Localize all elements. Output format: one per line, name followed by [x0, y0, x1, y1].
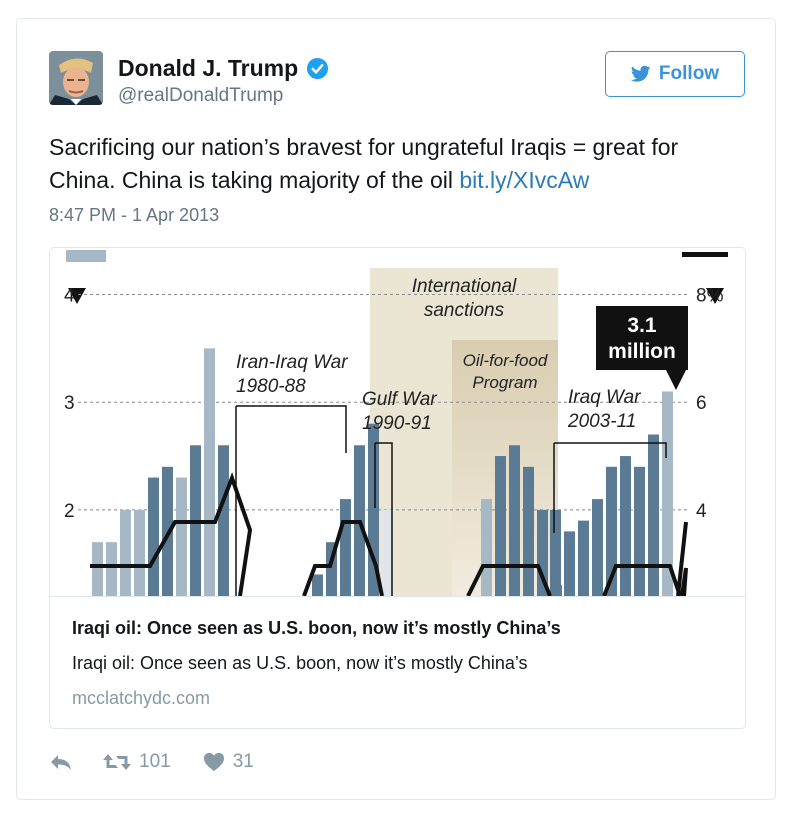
bar: [204, 348, 215, 596]
reply-icon: [51, 755, 71, 770]
iran-iraq-label-2: 1980-88: [236, 376, 306, 397]
bar: [368, 423, 379, 596]
bar: [495, 456, 506, 596]
card-domain[interactable]: mcclatchydc.com: [72, 688, 211, 708]
oil-for-food-label-2: Program: [472, 373, 537, 392]
tweet-link[interactable]: bit.ly/XIvcAw: [459, 167, 590, 193]
bracket-iraq-war: [553, 442, 667, 533]
top-left-mark: [66, 250, 106, 262]
bar: [634, 466, 645, 596]
bar: [592, 499, 603, 596]
tweet-card: Donald J. Trump @realDonaldTrump Follow …: [16, 18, 776, 800]
left-tick-label: 4: [64, 286, 75, 307]
share-line-1: [90, 472, 253, 596]
author-name-text[interactable]: Donald J. Trump: [118, 55, 299, 81]
callout-pointer: [666, 370, 686, 390]
tweet-actions: 101 31: [49, 751, 254, 773]
retweet-icon: [103, 754, 131, 770]
iran-iraq-label-1: Iran-Iraq War: [236, 352, 348, 373]
right-tick-label: 4: [696, 501, 707, 522]
tweet-text: Sacrificing our nation’s bravest for ung…: [49, 131, 749, 197]
verified-icon: [307, 57, 329, 80]
callout-value: 3.1: [627, 314, 657, 337]
gulf-war-label-1: Gulf War: [362, 389, 437, 410]
bar: [120, 509, 131, 596]
iraq-war-label-2: 2003-11: [567, 411, 636, 432]
bar: [481, 499, 492, 596]
left-tick-label: 2: [64, 501, 75, 522]
oil-for-food-label-1: Oil-for-food: [463, 351, 548, 370]
bar: [620, 456, 631, 596]
like-count: 31: [232, 751, 254, 772]
bar: [550, 509, 561, 596]
tweet-timestamp[interactable]: 8:47 PM - 1 Apr 2013: [49, 205, 220, 225]
twitter-bird-icon: [630, 65, 651, 82]
left-tick-label: 3: [64, 393, 75, 414]
avatar[interactable]: [49, 51, 103, 105]
bar: [578, 520, 589, 596]
share-line-3: [466, 564, 552, 596]
down-arrow-icon: [706, 288, 724, 304]
oil-chart: 2 4 3 6 4 8% International sanctions Oil-for-…: [64, 250, 728, 596]
bar: [218, 445, 229, 596]
bar: [340, 499, 351, 596]
bar: [326, 542, 337, 596]
share-line-4: [602, 521, 688, 596]
top-right-mark: [682, 252, 728, 257]
card-description: Iraqi oil: Once seen as U.S. boon, now i…: [72, 653, 528, 673]
callout-box: [596, 306, 688, 370]
right-tick-label: 6: [696, 393, 707, 414]
card-title[interactable]: Iraqi oil: Once seen as U.S. boon, now i…: [72, 618, 561, 638]
bar: [523, 466, 534, 596]
tweet-body: Sacrificing our nation’s bravest for ung…: [49, 134, 679, 193]
bar: [312, 574, 323, 596]
bar: [176, 477, 187, 596]
bar: [106, 542, 117, 596]
iraq-war-label-1: Iraq War: [568, 387, 641, 408]
callout-unit: million: [608, 340, 676, 363]
share-line-2: [302, 520, 384, 596]
reply-button[interactable]: [49, 752, 73, 772]
link-card[interactable]: 2 4 3 6 4 8% International sanctions Oil-for-…: [49, 247, 746, 729]
follow-label: Follow: [658, 63, 720, 84]
bar: [148, 477, 159, 596]
right-tick-label: 8%: [696, 286, 724, 307]
bar: [509, 445, 520, 596]
like-button[interactable]: 31: [203, 751, 254, 773]
bar: [92, 542, 103, 596]
card-image: 2 4 3 6 4 8% International sanctions Oil-for-…: [50, 248, 745, 597]
gulf-war-label-2: 1990-91: [362, 413, 432, 434]
author-handle[interactable]: @realDonaldTrump: [118, 85, 284, 106]
bracket-iran-iraq: [235, 405, 347, 596]
bracket-gulf: [374, 442, 393, 596]
retweet-button[interactable]: 101: [103, 751, 171, 773]
bar: [606, 466, 617, 596]
heart-icon: [203, 752, 224, 772]
bar: [537, 509, 548, 596]
bar: [382, 509, 393, 596]
sanctions-label-2: sanctions: [424, 300, 505, 321]
down-arrow-icon: [68, 288, 86, 304]
retweet-count: 101: [139, 751, 171, 772]
author-name[interactable]: Donald J. Trump: [118, 55, 329, 82]
bar: [134, 509, 145, 596]
bar: [662, 391, 673, 596]
bar: [648, 434, 659, 596]
bar: [564, 531, 575, 596]
follow-button[interactable]: Follow: [605, 51, 745, 97]
sanctions-label-1: International: [412, 276, 517, 297]
